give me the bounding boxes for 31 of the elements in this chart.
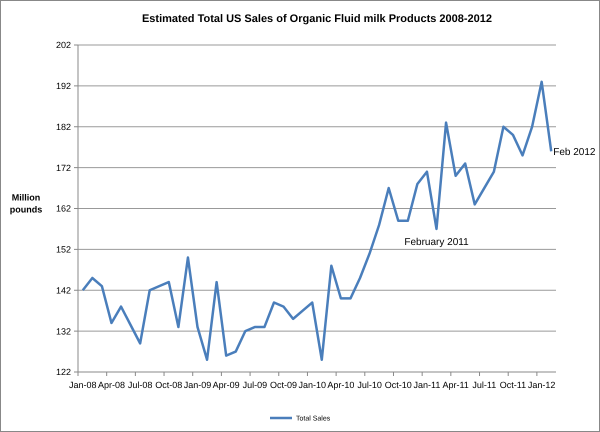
- x-tick-label: Oct-11: [500, 380, 526, 390]
- x-tick-label: Jan-11: [414, 380, 440, 390]
- x-tick-label: Jan-12: [528, 380, 556, 390]
- x-tick-label: Jan-09: [184, 380, 212, 390]
- x-tick-label: Jul-11: [472, 380, 496, 390]
- x-tick-label: Apr-10: [327, 380, 354, 390]
- x-tick-label: Apr-11: [442, 380, 469, 390]
- y-tick-label: 182: [56, 122, 71, 132]
- y-axis-title: Million pounds: [10, 192, 42, 214]
- x-tick-label: Jul-10: [357, 380, 382, 390]
- x-tick-label: Oct-09: [270, 380, 298, 390]
- y-tick-label: 152: [56, 244, 71, 255]
- annotation: Feb 2012: [553, 146, 596, 158]
- y-tick-label: 122: [56, 367, 71, 378]
- y-tick-label: 172: [56, 162, 71, 173]
- x-tick-label: Jan-10: [298, 380, 326, 390]
- annotation: February 2011: [404, 236, 470, 248]
- x-tick-label: Oct-08: [155, 380, 182, 390]
- x-tick-label: Oct-10: [384, 380, 412, 390]
- x-tick-label: Jul-08: [128, 380, 152, 390]
- x-tick-label: Apr-09: [212, 380, 240, 390]
- y-tick-label: 142: [56, 285, 71, 296]
- y-tick-label: 202: [56, 40, 71, 50]
- y-tick-label: 132: [56, 326, 71, 336]
- line-series: [82, 80, 552, 361]
- x-tick-label: Apr-08: [98, 380, 125, 390]
- x-tick-label: Jan-08: [69, 380, 97, 390]
- y-tick-label: 162: [56, 204, 71, 214]
- y-tick-label: 192: [56, 81, 71, 92]
- chart-title: Estimated Total US Sales of Organic Fluid milk Products 2008-2012: [142, 13, 492, 25]
- x-tick-label: Jul-09: [242, 380, 268, 390]
